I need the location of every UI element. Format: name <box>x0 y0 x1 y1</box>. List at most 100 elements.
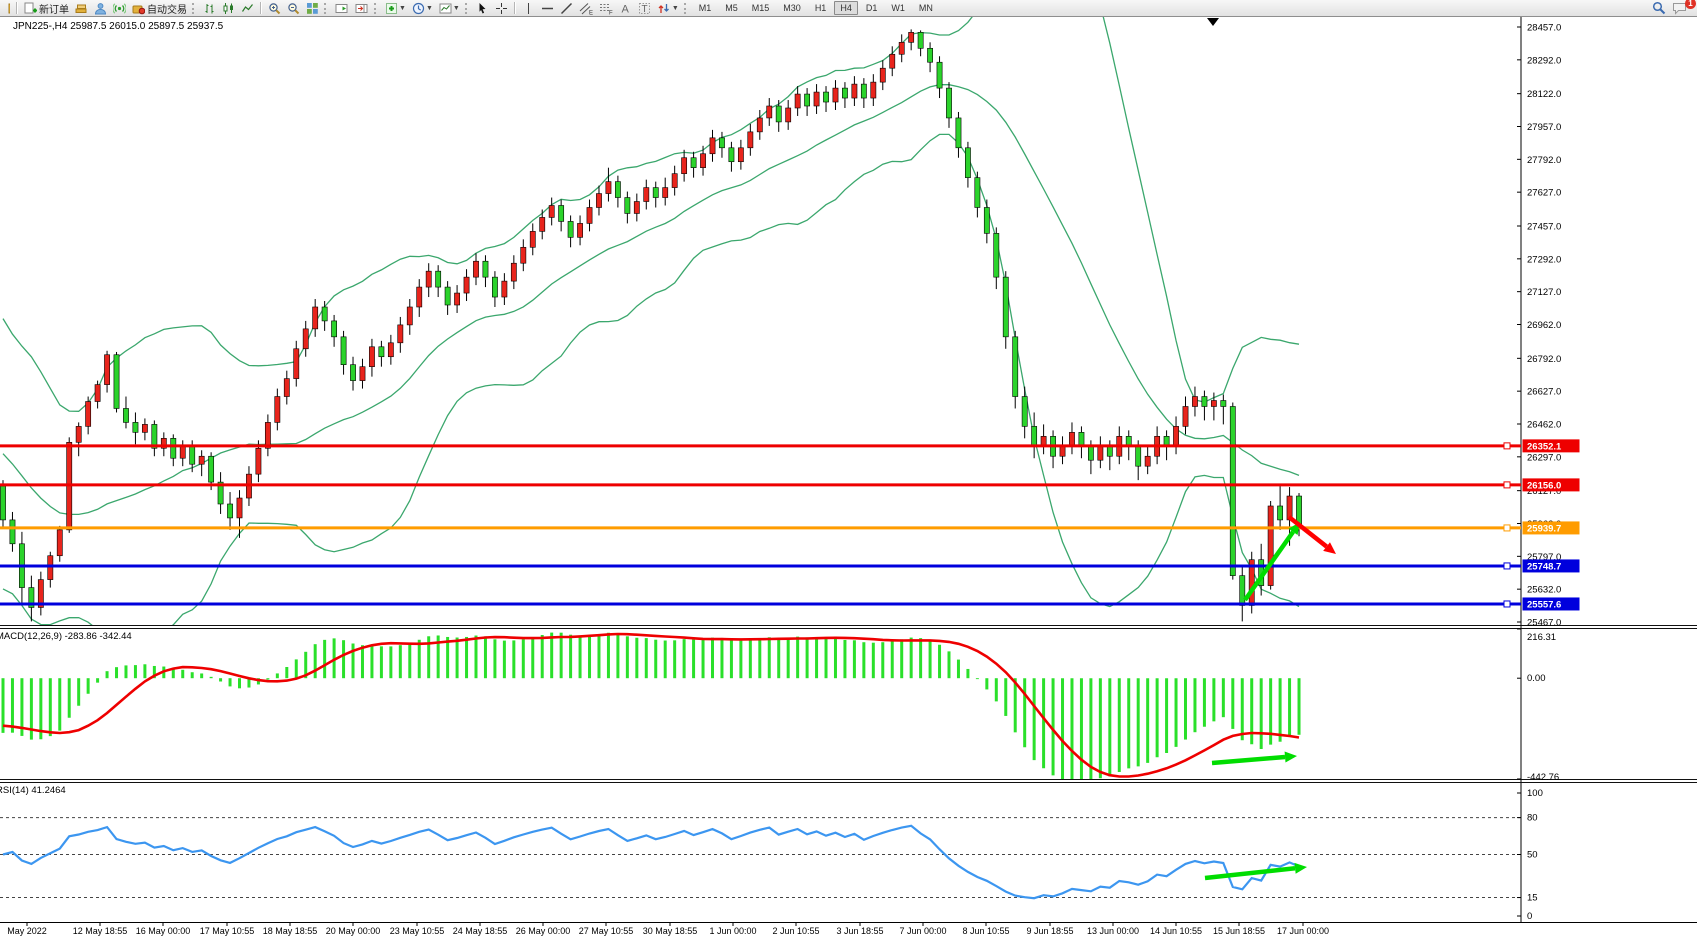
toolbar-grip[interactable] <box>324 2 329 14</box>
dropdown-caret-icon: ▼ <box>399 4 406 12</box>
candle-down <box>1078 432 1085 447</box>
arrow-objects-button[interactable]: ▼ <box>655 1 681 15</box>
vertical-line-button[interactable] <box>520 1 537 15</box>
trendline-button[interactable] <box>558 1 575 15</box>
tile-windows-button[interactable] <box>304 1 321 15</box>
candle-down <box>321 306 328 322</box>
candle-down <box>823 91 829 103</box>
tf-m15[interactable]: M15 <box>751 3 770 13</box>
tf-m5[interactable]: M5 <box>725 3 738 13</box>
period-clock-button[interactable]: ▼ <box>410 1 435 15</box>
tf-m30[interactable]: M30 <box>783 3 801 13</box>
candle-down <box>123 408 129 423</box>
line-chart-icon <box>242 3 253 12</box>
price-tick-label: 27957.0 <box>1527 122 1561 133</box>
candle-up <box>671 173 678 188</box>
add-indicator-button[interactable]: ▼ <box>383 1 408 15</box>
candle-up <box>870 81 877 99</box>
zoom-out-button[interactable] <box>285 1 302 15</box>
chart-shift-marker[interactable] <box>1207 18 1219 26</box>
candle-up <box>454 292 460 306</box>
tf-h4[interactable]: H4 <box>834 1 858 15</box>
candle-down <box>132 422 139 433</box>
macd-axis[interactable]: 216.31 0.00 -442.76 <box>1517 628 1559 783</box>
fibonacci-button[interactable]: F <box>597 1 615 15</box>
candle-up <box>1182 406 1189 427</box>
candle-down <box>482 260 489 278</box>
equidistant-channel-icon: E <box>579 2 593 15</box>
candle-up <box>832 87 839 103</box>
svg-text:F: F <box>609 10 613 15</box>
candle-up <box>397 324 404 344</box>
toolbar-grip[interactable] <box>683 2 689 14</box>
search-button[interactable] <box>1650 1 1668 15</box>
toolbar-grip[interactable] <box>374 2 379 14</box>
bar-chart-button[interactable] <box>201 1 218 15</box>
chat-button[interactable]: 1 <box>1670 0 1696 15</box>
price-tick-label: 28122.0 <box>1527 89 1561 100</box>
candle-down <box>946 87 952 119</box>
time-tick-label: 16 May 00:00 <box>136 926 191 936</box>
price-line-label: 26156.0 <box>1527 480 1561 491</box>
line-anchor-marker <box>1503 524 1511 532</box>
candle-up <box>255 447 262 475</box>
rsi-tick-label: 50 <box>1527 850 1538 861</box>
arrow-objects-icon <box>658 3 669 13</box>
candle-up <box>548 205 555 218</box>
chart-shift-button[interactable] <box>353 1 371 15</box>
price-tick-label: 26297.0 <box>1527 452 1561 463</box>
candle-up <box>785 107 792 123</box>
candle-down <box>492 276 498 298</box>
candle-up <box>37 579 44 608</box>
candle-up <box>747 131 754 149</box>
tf-m1[interactable]: M1 <box>698 3 712 13</box>
horizontal-price-lines[interactable] <box>0 442 1521 608</box>
time-tick-label: 23 May 10:55 <box>390 926 445 936</box>
text-label-button[interactable]: T <box>636 1 653 15</box>
line-chart-button[interactable] <box>239 1 256 15</box>
clipped-toolbar-icon[interactable] <box>1 1 12 15</box>
crosshair-button[interactable] <box>493 1 510 15</box>
rsi-axis[interactable]: 100 80 50 15 0 <box>1517 788 1543 922</box>
price-line-label-bg <box>1522 559 1580 573</box>
toolbar-grip[interactable] <box>464 2 470 14</box>
toolbar-grip[interactable] <box>192 2 197 14</box>
time-axis[interactable]: May 2022 12 May 18:55 16 May 00:00 17 May 1… <box>7 922 1329 936</box>
candle-up <box>766 105 773 119</box>
tf-w1[interactable]: W1 <box>891 3 905 13</box>
price-axis[interactable]: 28457.0 28292.0 28122.0 27957.0 27792.0 27627… <box>1517 23 1580 629</box>
tf-h1[interactable]: H1 <box>814 3 827 13</box>
candle-down <box>690 157 697 168</box>
candle-up <box>359 366 366 381</box>
account-button[interactable] <box>92 1 109 15</box>
chat-badge: 1 <box>1685 0 1696 9</box>
svg-text:E: E <box>589 10 593 15</box>
price-tick-label: 27127.0 <box>1527 287 1561 298</box>
tf-d1[interactable]: D1 <box>865 3 878 13</box>
candlestick-chart-button[interactable] <box>220 1 237 15</box>
new-order-button[interactable]: 新订单 <box>22 1 71 16</box>
candle-down <box>614 181 621 198</box>
candle-up <box>142 424 148 433</box>
price-tick-label: 28292.0 <box>1527 55 1561 66</box>
auto-trading-button[interactable]: 自动交易 <box>130 1 189 16</box>
cursor-button[interactable] <box>474 1 491 15</box>
zoom-in-button[interactable] <box>266 1 283 15</box>
panel-separator[interactable] <box>0 625 1697 783</box>
tf-mn[interactable]: MN <box>918 3 933 13</box>
chart-template-button[interactable]: ▼ <box>437 1 462 15</box>
time-tick-label: 17 Jun 00:00 <box>1277 926 1329 936</box>
zoom-in-icon <box>269 2 281 14</box>
cursor-icon <box>479 2 486 13</box>
signals-button[interactable] <box>111 1 128 15</box>
horizontal-line-button[interactable] <box>539 1 556 15</box>
trend-arrows[interactable] <box>1204 515 1336 881</box>
gold-bars-button[interactable] <box>73 1 90 15</box>
candle-down <box>1031 426 1038 447</box>
auto-scroll-button[interactable] <box>333 1 351 15</box>
equidistant-channel-button[interactable]: E <box>577 1 595 15</box>
candle-down <box>1229 406 1236 576</box>
text-button[interactable]: A <box>617 1 634 15</box>
candle-down <box>775 105 782 123</box>
